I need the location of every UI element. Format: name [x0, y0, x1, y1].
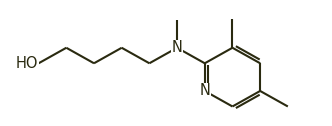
Text: N: N: [199, 83, 210, 98]
Text: N: N: [172, 40, 183, 55]
Text: HO: HO: [16, 56, 39, 71]
